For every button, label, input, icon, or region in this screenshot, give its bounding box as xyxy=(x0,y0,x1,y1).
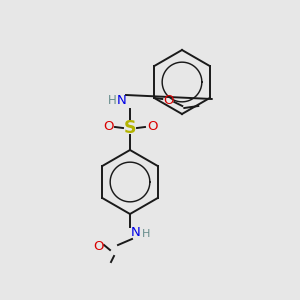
Text: H: H xyxy=(108,94,116,106)
Text: S: S xyxy=(124,119,136,137)
Text: N: N xyxy=(117,94,127,106)
Text: O: O xyxy=(163,94,173,106)
Text: N: N xyxy=(131,226,141,239)
Text: O: O xyxy=(93,239,103,253)
Text: H: H xyxy=(142,229,150,239)
Text: O: O xyxy=(147,121,157,134)
Text: O: O xyxy=(103,121,113,134)
